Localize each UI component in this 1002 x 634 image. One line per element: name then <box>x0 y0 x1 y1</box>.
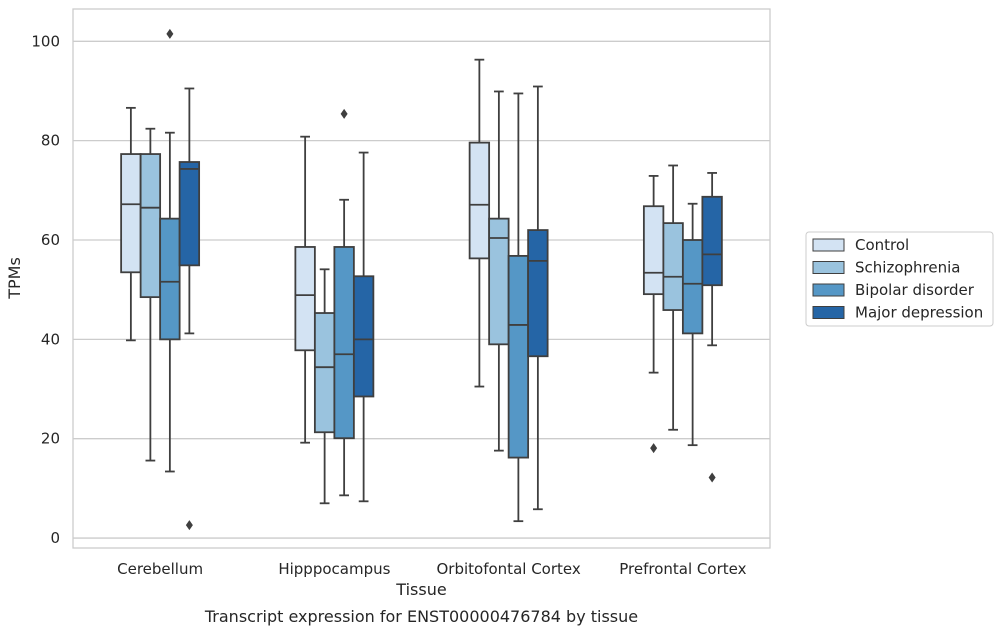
legend-label: Schizophrenia <box>855 259 960 277</box>
box <box>178 87 201 531</box>
y-tick-labels: 0 20 40 60 80 100 <box>31 32 60 547</box>
x-axis-label: Tissue <box>395 580 446 599</box>
iqr-box <box>701 195 723 287</box>
box <box>681 202 704 447</box>
y-axis-label: TPMs <box>5 257 24 300</box>
box <box>468 58 491 388</box>
x-tick-label: Hipppocampus <box>278 560 390 578</box>
legend: Control Schizophrenia Bipolar disorder Majo… <box>805 231 994 327</box>
outlier-point <box>185 520 193 531</box>
box <box>294 135 316 444</box>
box <box>139 127 162 462</box>
iqr-box <box>159 217 181 341</box>
y-tick-label: 0 <box>50 529 60 547</box>
legend-swatch <box>812 306 845 319</box>
box <box>527 85 549 511</box>
box-series-major-depression <box>178 85 723 531</box>
legend-swatch <box>812 261 845 274</box>
x-tick-label: Prefrontal Cortex <box>619 560 746 578</box>
legend-swatch <box>812 283 845 297</box>
box <box>662 164 684 431</box>
x-tick-label: Cerebellum <box>117 560 203 578</box>
legend-frame <box>805 231 994 327</box>
iqr-box <box>352 275 375 398</box>
box-series-control <box>120 58 665 454</box>
iqr-box <box>178 161 201 267</box>
iqr-box <box>120 153 142 274</box>
outlier-point <box>650 443 658 454</box>
iqr-box <box>642 205 665 296</box>
chart-caption: Transcript expression for ENST0000047678… <box>204 607 638 626</box>
box-series <box>120 28 723 531</box>
legend-label: Control <box>855 236 909 254</box>
legend-label: Bipolar disorder <box>855 281 975 299</box>
outlier-point <box>166 28 174 39</box>
box <box>507 92 530 523</box>
box <box>701 172 723 483</box>
box <box>642 175 665 454</box>
box <box>159 28 181 473</box>
iqr-box <box>468 141 491 260</box>
iqr-box <box>294 246 316 352</box>
box-series-schizophrenia <box>139 90 684 505</box>
y-tick-label: 100 <box>31 32 60 50</box>
y-tick-label: 80 <box>41 132 60 150</box>
box <box>352 151 375 503</box>
outlier-point <box>340 108 348 119</box>
iqr-box <box>681 239 704 335</box>
legend-label: Major depression <box>855 304 983 322</box>
y-tick-label: 40 <box>41 330 60 348</box>
x-tick-labels: Cerebellum Hipppocampus Orbitofontal Corte… <box>117 560 746 578</box>
iqr-box <box>313 312 336 434</box>
iqr-box <box>662 222 684 311</box>
plot-frame <box>72 8 771 549</box>
iqr-box <box>139 153 162 299</box>
x-tick-label: Orbitofontal Cortex <box>437 560 581 578</box>
legend-swatch <box>812 238 845 252</box>
outlier-point <box>708 472 716 483</box>
iqr-box <box>527 229 549 358</box>
y-tick-label: 20 <box>41 430 60 448</box>
y-tick-label: 60 <box>41 231 60 249</box>
box <box>488 90 510 452</box>
iqr-box <box>333 246 355 440</box>
box-series-bipolar-disorder <box>159 28 704 523</box>
iqr-box <box>507 254 530 459</box>
